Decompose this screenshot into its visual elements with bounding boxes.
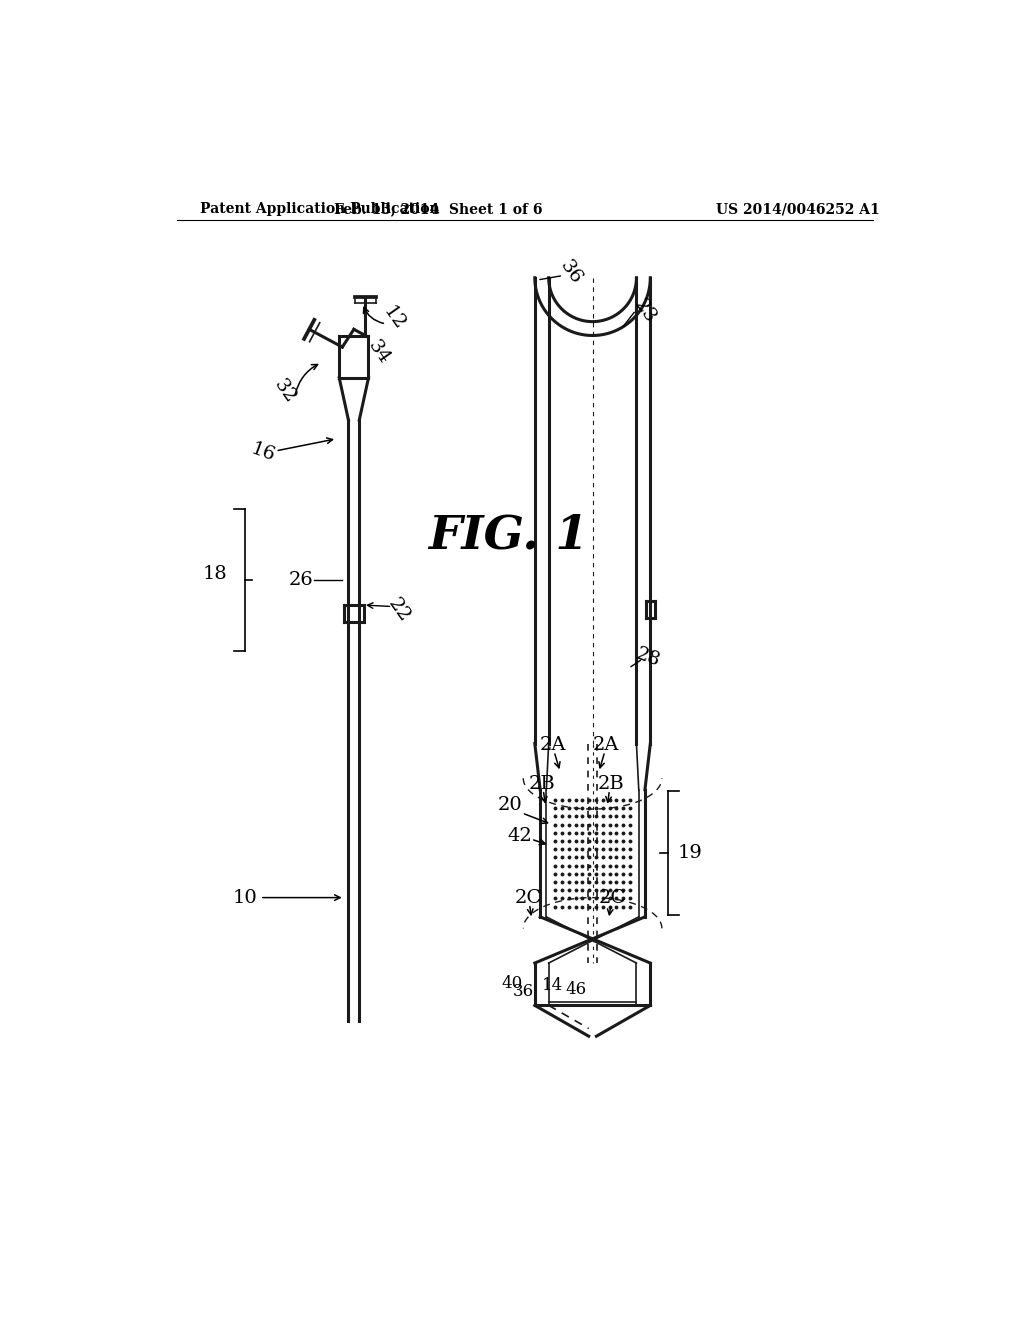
Text: 42: 42: [507, 828, 531, 845]
Text: 23: 23: [631, 296, 659, 326]
Text: 16: 16: [248, 440, 278, 465]
Text: 12: 12: [380, 304, 409, 334]
Text: 2A: 2A: [593, 737, 620, 754]
Text: 40: 40: [502, 975, 523, 993]
Text: 14: 14: [542, 977, 563, 994]
Text: 36: 36: [513, 983, 534, 1001]
Text: 2B: 2B: [598, 775, 625, 792]
Text: 28: 28: [633, 644, 663, 671]
Text: 2C: 2C: [514, 888, 542, 907]
Text: FIG. 1: FIG. 1: [428, 512, 588, 558]
Text: 32: 32: [270, 376, 299, 407]
Text: 18: 18: [203, 565, 227, 583]
Text: 34: 34: [364, 337, 393, 368]
Text: 46: 46: [565, 982, 586, 998]
Text: US 2014/0046252 A1: US 2014/0046252 A1: [716, 202, 880, 216]
Text: 36: 36: [556, 257, 586, 288]
Text: Feb. 13, 2014  Sheet 1 of 6: Feb. 13, 2014 Sheet 1 of 6: [334, 202, 543, 216]
Text: 22: 22: [384, 595, 413, 626]
Text: 10: 10: [232, 888, 257, 907]
Text: Patent Application Publication: Patent Application Publication: [200, 202, 439, 216]
Text: 2A: 2A: [540, 737, 566, 754]
Text: 26: 26: [289, 572, 314, 589]
Text: 2C: 2C: [599, 888, 627, 907]
Text: 2B: 2B: [528, 775, 555, 792]
Text: 20: 20: [498, 796, 522, 814]
Text: 19: 19: [677, 843, 702, 862]
